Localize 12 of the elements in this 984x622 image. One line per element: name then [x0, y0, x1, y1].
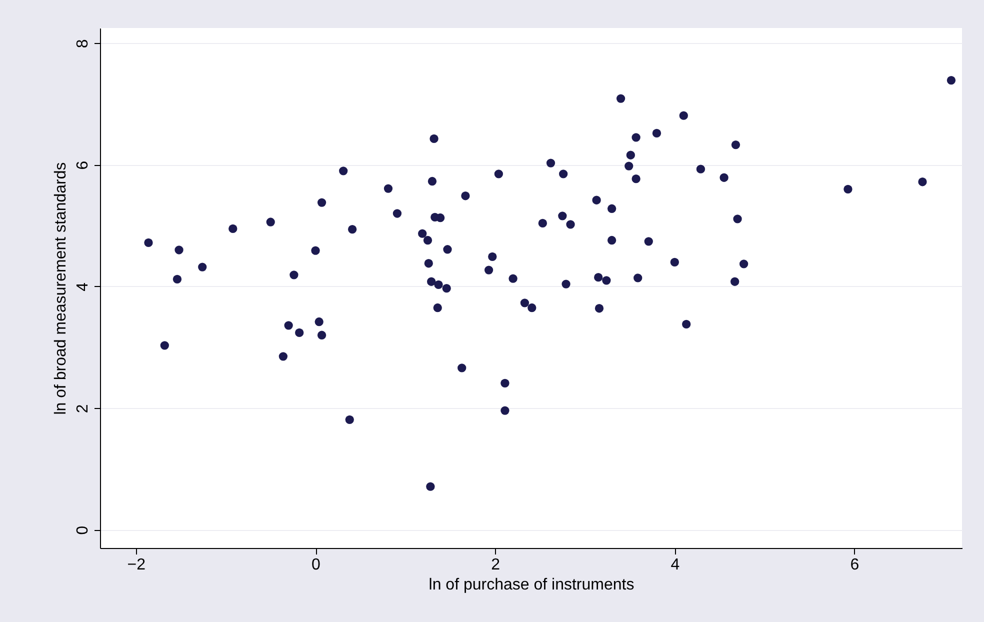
x-tick-label: 6	[850, 556, 860, 574]
x-axis-title: ln of purchase of instruments	[428, 576, 634, 594]
y-tick-label: 4	[74, 282, 92, 292]
y-tick-label: 6	[74, 160, 92, 170]
y-tick-label: 0	[74, 526, 92, 535]
y-tick-label: 8	[74, 39, 92, 48]
x-tick-label: 2	[491, 556, 500, 574]
x-tick-label: −2	[127, 556, 146, 574]
y-axis-title: ln of broad measurement standards	[52, 162, 70, 415]
y-tick-label: 2	[74, 404, 92, 414]
x-tick-label: 4	[670, 556, 680, 574]
x-tick-label: 0	[312, 556, 321, 574]
